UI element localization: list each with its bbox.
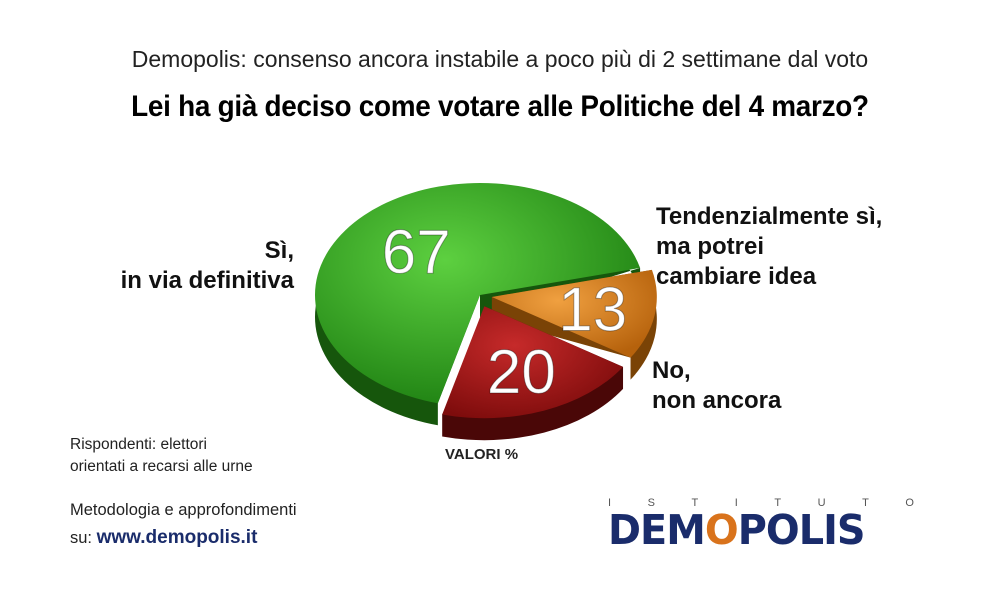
- slice-label-line: Sì,: [264, 237, 294, 264]
- respondents-line: orientati a recarsi alle urne: [70, 458, 253, 475]
- slice-yes-definitive: [315, 183, 641, 404]
- values-unit-label: VALORI %: [445, 446, 519, 463]
- site-prefix: su:: [70, 529, 93, 547]
- slice-label-line: in via definitiva: [120, 267, 294, 294]
- slice-label-line: ma potrei: [656, 233, 765, 260]
- slice-not-yet-value: 20: [487, 338, 556, 407]
- slice-label-yes-definitive: Sì, in via definitiva: [121, 236, 294, 296]
- slice-label-line: non ancora: [652, 387, 782, 414]
- methodology-note: Metodologia e approfondimenti su: www.de…: [70, 496, 297, 552]
- slice-tendentially-yes-value: 13: [558, 275, 627, 344]
- chart-subtitle: Demopolis: consenso ancora instabile a p…: [131, 46, 869, 72]
- methodology-text: Metodologia e approfondimenti: [70, 501, 297, 519]
- site-link[interactable]: www.demopolis.it: [96, 527, 258, 548]
- respondents-line: Rispondenti: elettori: [70, 436, 207, 453]
- slice-label-line: cambiare idea: [656, 263, 817, 290]
- slice-yes-definitive-value: 67: [382, 218, 451, 287]
- slice-label-not-yet: No, non ancora: [652, 356, 781, 416]
- respondents-note: Rispondenti: elettori orientati a recars…: [70, 434, 253, 478]
- slice-label-line: Tendenzialmente sì,: [656, 203, 883, 230]
- chart-title: Lei ha già deciso come votare alle Polit…: [131, 90, 869, 123]
- slice-label-tendentially-yes: Tendenzialmente sì, ma potrei cambiare i…: [656, 202, 882, 292]
- site-line: su: www.demopolis.it: [70, 524, 297, 552]
- slice-label-line: No,: [652, 357, 691, 384]
- slice-tendentially-yes: [491, 269, 657, 358]
- logo-wordmark: DEMOPOLIS: [608, 506, 866, 554]
- slice-not-yet: [442, 306, 624, 419]
- pie-slices: [315, 183, 657, 419]
